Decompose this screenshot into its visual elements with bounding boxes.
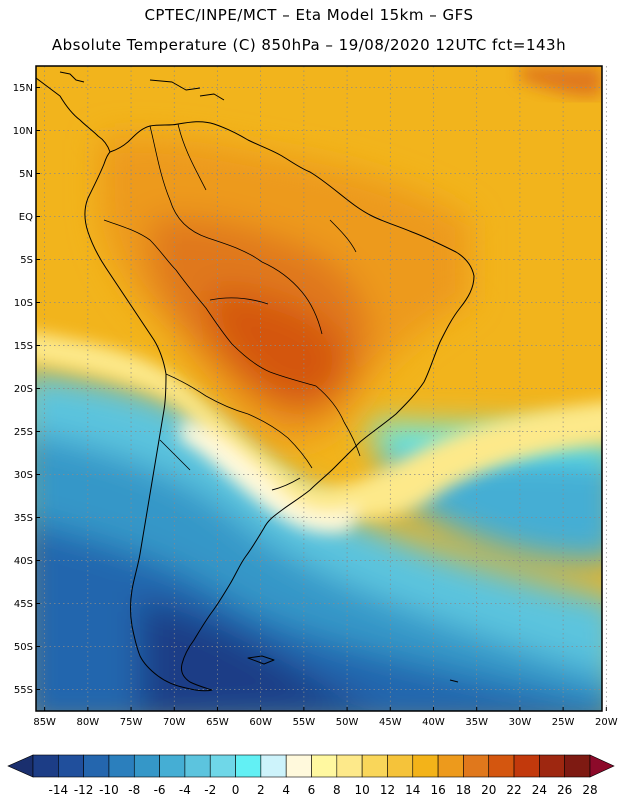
lon-label: 30W bbox=[509, 717, 532, 728]
colorbar-swatch bbox=[58, 754, 84, 778]
lat-label: 15N bbox=[13, 83, 33, 94]
colorbar-label: 8 bbox=[333, 783, 341, 797]
colorbar-swatch bbox=[361, 754, 388, 778]
lon-label: 40W bbox=[422, 717, 445, 728]
colorbar-swatch bbox=[564, 754, 591, 778]
map-title: CPTEC/INPE/MCT – Eta Model 15km – GFS bbox=[144, 6, 474, 24]
lat-label: 45S bbox=[14, 599, 33, 610]
latitude-axis-labels: 15N 10N 5N EQ 5S 10S 15S 20S 25S 30S 35S 40S 45S 50S 5… bbox=[13, 83, 40, 696]
colorbar-label: 14 bbox=[405, 783, 420, 797]
lat-label: 50S bbox=[14, 642, 33, 653]
colorbar-swatch bbox=[336, 754, 363, 778]
colorbar-swatch bbox=[285, 754, 312, 778]
colorbar-label: 22 bbox=[506, 783, 521, 797]
colorbar-label: 28 bbox=[582, 783, 597, 797]
lon-label: 20W bbox=[595, 717, 618, 728]
colorbar-label: -2 bbox=[204, 783, 216, 797]
longitude-axis-labels: 85W 80W 75W 70W 65W 60W 55W 50W 45W 40W 35W 30W 25W 2… bbox=[33, 707, 618, 728]
colorbar-label: 18 bbox=[456, 783, 471, 797]
map-subtitle: Absolute Temperature (C) 850hPa – 19/08/… bbox=[51, 36, 567, 54]
lon-label: 55W bbox=[293, 717, 316, 728]
colorbar-label: 10 bbox=[354, 783, 369, 797]
lat-label: 20S bbox=[14, 384, 33, 395]
colorbar-swatch bbox=[209, 754, 236, 778]
lat-label: 10S bbox=[14, 298, 33, 309]
colorbar-under-arrow bbox=[7, 754, 34, 778]
lon-label: 70W bbox=[163, 717, 186, 728]
colorbar-label: 16 bbox=[430, 783, 445, 797]
lon-label: 65W bbox=[206, 717, 229, 728]
colorbar-swatch bbox=[159, 754, 186, 778]
colorbar-label: 20 bbox=[481, 783, 496, 797]
colorbar-swatch bbox=[539, 754, 565, 778]
colorbar-label: -14 bbox=[49, 783, 69, 797]
colorbar-swatch bbox=[108, 754, 135, 778]
lon-label: 50W bbox=[336, 717, 359, 728]
colorbar-label: 2 bbox=[257, 783, 265, 797]
lon-label: 35W bbox=[465, 717, 488, 728]
colorbar-label: 12 bbox=[380, 783, 395, 797]
lat-label: 25S bbox=[14, 427, 33, 438]
colorbar-swatch bbox=[133, 754, 160, 778]
colorbar-swatch bbox=[311, 754, 338, 778]
lon-label: 60W bbox=[249, 717, 272, 728]
lat-label: 5S bbox=[20, 255, 33, 266]
temperature-field bbox=[36, 66, 602, 711]
lat-label: 30S bbox=[14, 470, 33, 481]
colorbar-swatch bbox=[513, 754, 540, 778]
lon-label: 85W bbox=[33, 717, 56, 728]
colorbar-label: -6 bbox=[154, 783, 166, 797]
colorbar-swatch bbox=[260, 754, 287, 778]
colorbar: -14 -12 -10 -8 -6 -4 -2 0 2 4 6 8 10 12 14 16 18 20 22 24 26… bbox=[7, 754, 615, 797]
lat-label: 5N bbox=[19, 169, 33, 180]
lat-label: 40S bbox=[14, 556, 33, 567]
colorbar-swatch bbox=[488, 754, 515, 778]
colorbar-label: -8 bbox=[128, 783, 140, 797]
colorbar-label: 24 bbox=[532, 783, 547, 797]
coastline bbox=[35, 71, 475, 692]
colorbar-over-arrow bbox=[589, 754, 615, 778]
lat-label: 15S bbox=[14, 341, 33, 352]
colorbar-label: -10 bbox=[99, 783, 119, 797]
lat-label: EQ bbox=[19, 212, 33, 223]
colorbar-label: 6 bbox=[308, 783, 316, 797]
colorbar-swatch bbox=[437, 754, 464, 778]
colorbar-label: 4 bbox=[282, 783, 290, 797]
colorbar-swatch bbox=[184, 754, 211, 778]
colorbar-swatch bbox=[83, 754, 110, 778]
country-borders bbox=[103, 123, 361, 471]
lat-label: 55S bbox=[14, 685, 33, 696]
lat-label: 35S bbox=[14, 513, 33, 524]
colorbar-label: 26 bbox=[557, 783, 572, 797]
colorbar-swatch bbox=[387, 754, 414, 778]
colorbar-label: -12 bbox=[74, 783, 94, 797]
lon-label: 25W bbox=[552, 717, 575, 728]
lon-label: 45W bbox=[379, 717, 402, 728]
colorbar-label: -4 bbox=[179, 783, 191, 797]
colorbar-swatch bbox=[463, 754, 490, 778]
colorbar-swatch bbox=[235, 754, 262, 778]
lon-label: 80W bbox=[77, 717, 100, 728]
lat-label: 10N bbox=[13, 126, 33, 137]
colorbar-swatch bbox=[32, 754, 59, 778]
lon-label: 75W bbox=[120, 717, 143, 728]
colorbar-label: 0 bbox=[232, 783, 240, 797]
colorbar-swatch bbox=[412, 754, 439, 778]
